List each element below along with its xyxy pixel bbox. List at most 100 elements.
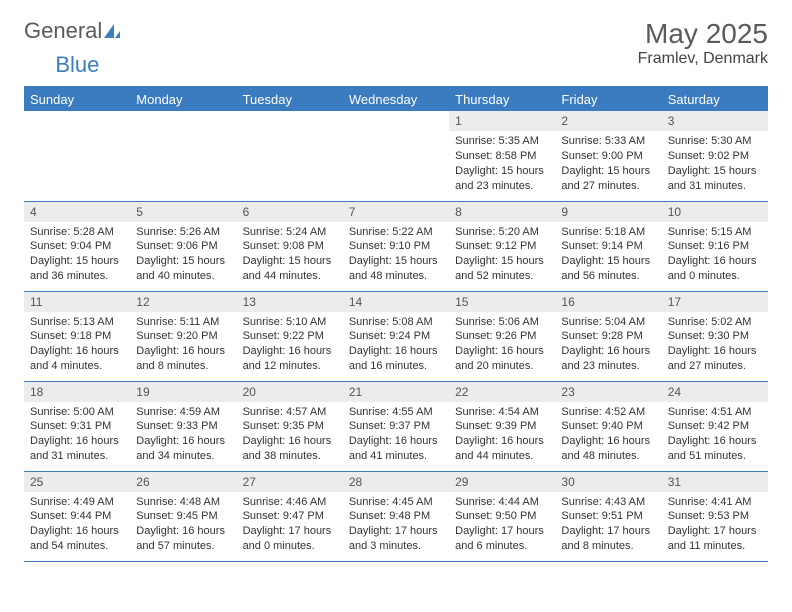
calendar-row: 1 Sunrise: 5:35 AMSunset: 8:58 PM Daylight…	[24, 111, 768, 201]
calendar-cell: 16Sunrise: 5:04 AMSunset: 9:28 PMDayligh…	[555, 291, 661, 381]
sunset-text: Sunset: 9:08 PM	[243, 239, 337, 254]
day-details: Sunrise: 5:20 AMSunset: 9:12 PMDaylight:…	[449, 222, 555, 289]
day-details: Sunrise: 5:02 AMSunset: 9:30 PMDaylight:…	[662, 312, 768, 379]
weekday-header: Thursday	[449, 87, 555, 111]
day-details: Sunrise: 5:28 AMSunset: 9:04 PMDaylight:…	[24, 222, 130, 289]
sunrise-text: Sunrise: 5:10 AM	[243, 315, 337, 330]
daylight-text: Daylight: 16 hours and 51 minutes.	[668, 434, 762, 464]
calendar-cell: 10Sunrise: 5:15 AMSunset: 9:16 PMDayligh…	[662, 201, 768, 291]
sunset-text: Sunset: 9:06 PM	[136, 239, 230, 254]
sunrise-text: Sunrise: 4:45 AM	[349, 495, 443, 510]
daylight-text: Daylight: 16 hours and 4 minutes.	[30, 344, 124, 374]
calendar-cell: 7Sunrise: 5:22 AMSunset: 9:10 PMDaylight…	[343, 201, 449, 291]
calendar-cell: 15Sunrise: 5:06 AMSunset: 9:26 PMDayligh…	[449, 291, 555, 381]
day-details: Sunrise: 5:33 AMSunset: 9:00 PMDaylight:…	[555, 131, 661, 198]
calendar-cell: 12Sunrise: 5:11 AMSunset: 9:20 PMDayligh…	[130, 291, 236, 381]
day-details: Sunrise: 5:26 AMSunset: 9:06 PMDaylight:…	[130, 222, 236, 289]
sunset-text: Sunset: 9:26 PM	[455, 329, 549, 344]
day-number: 5	[130, 202, 236, 222]
daylight-text: Daylight: 16 hours and 23 minutes.	[561, 344, 655, 374]
day-number: 25	[24, 472, 130, 492]
daylight-text: Daylight: 15 hours and 44 minutes.	[243, 254, 337, 284]
weekday-header: Friday	[555, 87, 661, 111]
daylight-text: Daylight: 15 hours and 52 minutes.	[455, 254, 549, 284]
sunset-text: Sunset: 9:42 PM	[668, 419, 762, 434]
calendar-cell: 28Sunrise: 4:45 AMSunset: 9:48 PMDayligh…	[343, 471, 449, 561]
sunrise-text: Sunrise: 5:22 AM	[349, 225, 443, 240]
day-number: 16	[555, 292, 661, 312]
day-details: Sunrise: 4:57 AMSunset: 9:35 PMDaylight:…	[237, 402, 343, 469]
sunset-text: Sunset: 9:02 PM	[668, 149, 762, 164]
day-details: Sunrise: 5:06 AMSunset: 9:26 PMDaylight:…	[449, 312, 555, 379]
sunrise-text: Sunrise: 4:49 AM	[30, 495, 124, 510]
sunrise-text: Sunrise: 5:24 AM	[243, 225, 337, 240]
calendar-cell: 14Sunrise: 5:08 AMSunset: 9:24 PMDayligh…	[343, 291, 449, 381]
day-number: 27	[237, 472, 343, 492]
calendar-cell	[24, 111, 130, 201]
day-number: 20	[237, 382, 343, 402]
sunrise-text: Sunrise: 4:59 AM	[136, 405, 230, 420]
daylight-text: Daylight: 15 hours and 40 minutes.	[136, 254, 230, 284]
sunset-text: Sunset: 9:04 PM	[30, 239, 124, 254]
day-details: Sunrise: 5:11 AMSunset: 9:20 PMDaylight:…	[130, 312, 236, 379]
daylight-text: Daylight: 16 hours and 8 minutes.	[136, 344, 230, 374]
day-number: 24	[662, 382, 768, 402]
daylight-text: Daylight: 16 hours and 16 minutes.	[349, 344, 443, 374]
day-number: 7	[343, 202, 449, 222]
sunset-text: Sunset: 9:14 PM	[561, 239, 655, 254]
daylight-text: Daylight: 16 hours and 41 minutes.	[349, 434, 443, 464]
sunset-text: Sunset: 9:35 PM	[243, 419, 337, 434]
weekday-header: Wednesday	[343, 87, 449, 111]
daylight-text: Daylight: 15 hours and 31 minutes.	[668, 164, 762, 194]
sunrise-text: Sunrise: 4:44 AM	[455, 495, 549, 510]
sunset-text: Sunset: 9:50 PM	[455, 509, 549, 524]
sunset-text: Sunset: 9:00 PM	[561, 149, 655, 164]
day-number: 19	[130, 382, 236, 402]
calendar-cell: 6Sunrise: 5:24 AMSunset: 9:08 PMDaylight…	[237, 201, 343, 291]
day-number	[24, 111, 130, 117]
sunrise-text: Sunrise: 4:57 AM	[243, 405, 337, 420]
calendar-cell: 4Sunrise: 5:28 AMSunset: 9:04 PMDaylight…	[24, 201, 130, 291]
day-details: Sunrise: 4:59 AMSunset: 9:33 PMDaylight:…	[130, 402, 236, 469]
calendar-cell: 20Sunrise: 4:57 AMSunset: 9:35 PMDayligh…	[237, 381, 343, 471]
weekday-header-row: Sunday Monday Tuesday Wednesday Thursday…	[24, 87, 768, 111]
sunset-text: Sunset: 9:30 PM	[668, 329, 762, 344]
sunrise-text: Sunrise: 5:02 AM	[668, 315, 762, 330]
day-number: 3	[662, 111, 768, 131]
sunset-text: Sunset: 9:40 PM	[561, 419, 655, 434]
logo-text-1: General	[24, 18, 102, 44]
sunrise-text: Sunrise: 5:35 AM	[455, 134, 549, 149]
logo-text-2: Blue	[55, 52, 99, 78]
sunset-text: Sunset: 9:45 PM	[136, 509, 230, 524]
sunrise-text: Sunrise: 5:30 AM	[668, 134, 762, 149]
calendar-cell: 25Sunrise: 4:49 AMSunset: 9:44 PMDayligh…	[24, 471, 130, 561]
sunrise-text: Sunrise: 4:43 AM	[561, 495, 655, 510]
sunset-text: Sunset: 9:31 PM	[30, 419, 124, 434]
day-details: Sunrise: 4:45 AMSunset: 9:48 PMDaylight:…	[343, 492, 449, 559]
sunrise-text: Sunrise: 4:55 AM	[349, 405, 443, 420]
daylight-text: Daylight: 17 hours and 0 minutes.	[243, 524, 337, 554]
logo-mark-icon	[104, 24, 120, 38]
sunset-text: Sunset: 9:20 PM	[136, 329, 230, 344]
calendar-row: 18Sunrise: 5:00 AMSunset: 9:31 PMDayligh…	[24, 381, 768, 471]
sunset-text: Sunset: 8:58 PM	[455, 149, 549, 164]
sunset-text: Sunset: 9:39 PM	[455, 419, 549, 434]
calendar-cell: 21Sunrise: 4:55 AMSunset: 9:37 PMDayligh…	[343, 381, 449, 471]
day-number: 11	[24, 292, 130, 312]
month-title: May 2025	[638, 18, 768, 50]
daylight-text: Daylight: 16 hours and 31 minutes.	[30, 434, 124, 464]
calendar-row: 11Sunrise: 5:13 AMSunset: 9:18 PMDayligh…	[24, 291, 768, 381]
day-number: 8	[449, 202, 555, 222]
daylight-text: Daylight: 15 hours and 56 minutes.	[561, 254, 655, 284]
sunset-text: Sunset: 9:48 PM	[349, 509, 443, 524]
sunset-text: Sunset: 9:16 PM	[668, 239, 762, 254]
daylight-text: Daylight: 16 hours and 48 minutes.	[561, 434, 655, 464]
daylight-text: Daylight: 16 hours and 57 minutes.	[136, 524, 230, 554]
sunset-text: Sunset: 9:28 PM	[561, 329, 655, 344]
daylight-text: Daylight: 16 hours and 20 minutes.	[455, 344, 549, 374]
sunrise-text: Sunrise: 5:11 AM	[136, 315, 230, 330]
day-number: 1	[449, 111, 555, 131]
day-details: Sunrise: 5:00 AMSunset: 9:31 PMDaylight:…	[24, 402, 130, 469]
sunset-text: Sunset: 9:18 PM	[30, 329, 124, 344]
weekday-header: Saturday	[662, 87, 768, 111]
